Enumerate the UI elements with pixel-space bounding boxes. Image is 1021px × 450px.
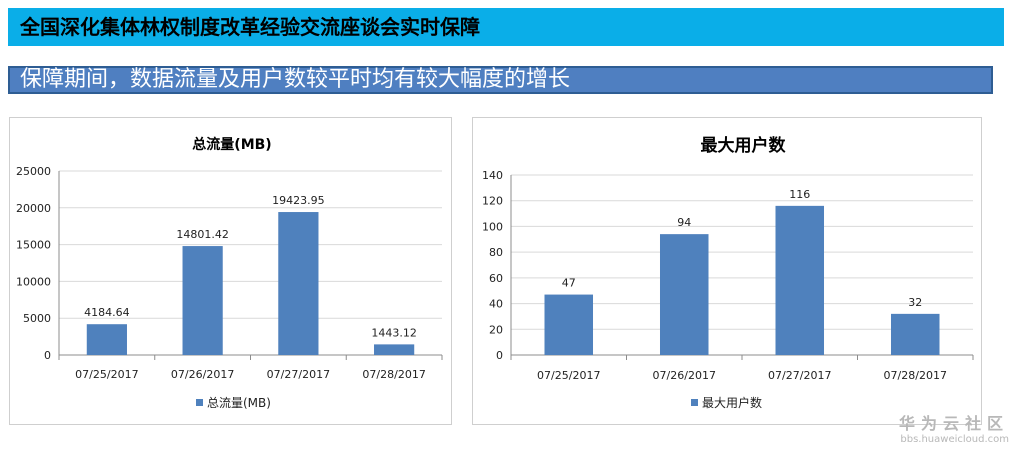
y-tick-label: 140 bbox=[482, 169, 503, 182]
chart-title: 总流量(MB) bbox=[192, 136, 271, 153]
x-tick-label: 07/26/2017 bbox=[653, 369, 716, 382]
max-users-chart-svg: 最大用户数 0 20 40 60 80 100 120 140 47 07/25/2017 94 07/… bbox=[482, 135, 974, 410]
data-label: 116 bbox=[789, 188, 810, 201]
page-subtitle: 保障期间，数据流量及用户数较平时均有较大幅度的增长 bbox=[8, 66, 993, 94]
data-label: 94 bbox=[677, 216, 691, 229]
y-tick-label: 20000 bbox=[16, 202, 51, 215]
data-label: 47 bbox=[562, 277, 576, 290]
y-tick-label: 25000 bbox=[16, 165, 51, 178]
x-tick-label: 07/27/2017 bbox=[768, 369, 831, 382]
x-tick-label: 07/28/2017 bbox=[884, 369, 947, 382]
y-tick-label: 0 bbox=[496, 349, 503, 362]
data-label: 32 bbox=[908, 296, 922, 309]
bar bbox=[544, 294, 594, 355]
y-tick-label: 100 bbox=[482, 220, 503, 233]
bar bbox=[278, 212, 319, 355]
traffic-chart: 总流量(MB) 0 5000 10000 15000 20000 25000 4184.64 0… bbox=[9, 117, 452, 425]
watermark: 华为云社区 bbs.huaweicloud.com bbox=[899, 410, 1009, 445]
data-label: 4184.64 bbox=[84, 306, 130, 319]
bar bbox=[890, 313, 940, 355]
max-users-chart: 最大用户数 0 20 40 60 80 100 120 140 47 07/25/2017 94 07/… bbox=[472, 117, 982, 425]
y-tick-label: 10000 bbox=[16, 275, 51, 288]
x-tick-label: 07/25/2017 bbox=[537, 369, 600, 382]
bar bbox=[86, 324, 127, 355]
x-tick-label: 07/28/2017 bbox=[362, 368, 425, 381]
watermark-url: bbs.huaweicloud.com bbox=[900, 434, 1009, 445]
x-tick-label: 07/27/2017 bbox=[267, 368, 330, 381]
legend-label: 总流量(MB) bbox=[207, 396, 271, 410]
data-label: 19423.95 bbox=[272, 194, 325, 207]
bar bbox=[659, 234, 709, 355]
y-tick-label: 20 bbox=[489, 323, 503, 336]
legend-swatch bbox=[691, 399, 698, 406]
bar bbox=[182, 246, 223, 355]
data-label: 1443.12 bbox=[371, 326, 417, 339]
traffic-chart-svg: 总流量(MB) 0 5000 10000 15000 20000 25000 4184.64 0… bbox=[16, 136, 443, 410]
watermark-brand: 华为云社区 bbox=[898, 414, 1009, 433]
bar bbox=[374, 344, 415, 355]
y-tick-label: 60 bbox=[489, 272, 503, 285]
x-tick-label: 07/26/2017 bbox=[171, 368, 234, 381]
y-tick-label: 120 bbox=[482, 195, 503, 208]
legend-label: 最大用户数 bbox=[702, 395, 762, 410]
legend-swatch bbox=[196, 399, 203, 406]
x-tick-label: 07/25/2017 bbox=[75, 368, 138, 381]
data-label: 14801.42 bbox=[176, 228, 229, 241]
bar bbox=[775, 205, 825, 355]
y-tick-label: 0 bbox=[44, 349, 51, 362]
chart-title: 最大用户数 bbox=[701, 135, 787, 156]
y-tick-label: 80 bbox=[489, 246, 503, 259]
y-tick-label: 15000 bbox=[16, 239, 51, 252]
y-tick-label: 40 bbox=[489, 298, 503, 311]
page-title: 全国深化集体林权制度改革经验交流座谈会实时保障 bbox=[8, 8, 1004, 46]
y-tick-label: 5000 bbox=[23, 312, 51, 325]
